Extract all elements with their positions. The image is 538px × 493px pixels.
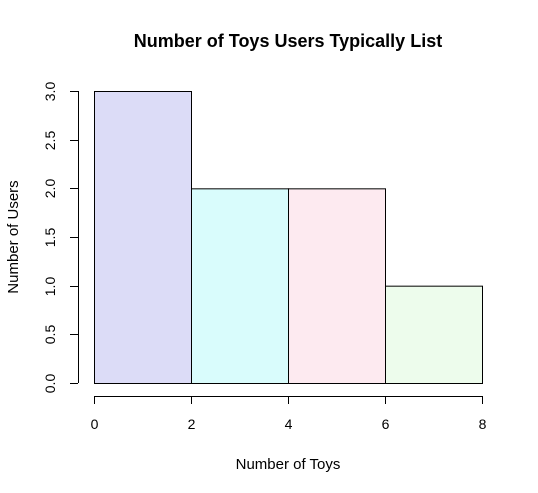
x-tick-label: 6: [382, 416, 390, 432]
x-tick-label: 0: [91, 416, 99, 432]
y-tick-label: 1.0: [42, 277, 58, 297]
y-tick-label: 3.0: [42, 82, 58, 102]
bars-group: [94, 91, 483, 384]
y-tick-label: 1.5: [42, 228, 58, 248]
y-tick-label: 2.5: [42, 131, 58, 151]
y-axis-label: Number of Users: [5, 180, 22, 293]
x-tick-label: 8: [479, 416, 487, 432]
bar-6-8: [385, 285, 483, 384]
x-tick-label: 2: [188, 416, 196, 432]
x-tick-label: 4: [285, 416, 293, 432]
x-axis: 0 2 4 6 8: [91, 396, 487, 432]
bar-0-2: [94, 91, 192, 384]
bar-4-6: [288, 188, 386, 384]
x-axis-label: Number of Toys: [236, 456, 341, 473]
chart-title: Number of Toys Users Typically List: [134, 31, 442, 51]
y-tick-label: 2.0: [42, 179, 58, 199]
y-tick-label: 0.0: [42, 374, 58, 394]
bar-2-4: [191, 188, 289, 384]
y-axis: 0.0 0.5 1.0 1.5 2.0 2.5 3.0: [42, 82, 79, 394]
y-tick-label: 0.5: [42, 325, 58, 345]
